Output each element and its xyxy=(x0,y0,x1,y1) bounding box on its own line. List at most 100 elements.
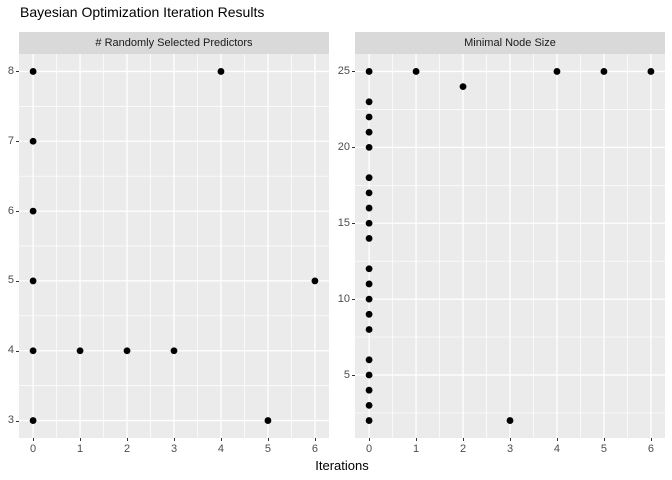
x-tick-label: 3 xyxy=(170,443,178,455)
data-point xyxy=(365,401,373,409)
data-point xyxy=(29,417,37,424)
plot-title: Bayesian Optimization Iteration Results xyxy=(20,4,265,20)
y-tick-label: 20 xyxy=(337,140,350,153)
x-tick-label: 1 xyxy=(76,443,84,455)
data-point xyxy=(506,417,514,424)
data-point xyxy=(553,68,561,75)
data-point xyxy=(365,280,373,288)
data-point xyxy=(365,295,373,303)
scatter-plot-area xyxy=(355,54,665,438)
data-point xyxy=(459,83,467,91)
data-point xyxy=(311,277,319,285)
data-point xyxy=(365,356,373,364)
data-point xyxy=(365,143,373,151)
x-axis-title: Iterations xyxy=(315,458,369,473)
data-point xyxy=(123,347,131,355)
x-tick-mark xyxy=(650,438,652,441)
data-point xyxy=(365,189,373,197)
x-axis-right-panel: 0 1 2 3 4 5 6 xyxy=(355,438,665,458)
x-tick-mark xyxy=(416,438,418,441)
data-point xyxy=(264,417,272,424)
x-tick-label: 6 xyxy=(311,443,318,455)
data-point xyxy=(365,265,373,273)
x-tick-label: 6 xyxy=(647,443,654,455)
data-point xyxy=(365,417,373,424)
x-tick-label: 0 xyxy=(366,443,373,455)
y-tick-label: 6 xyxy=(7,204,14,217)
data-point xyxy=(29,347,37,355)
data-point xyxy=(365,219,373,227)
x-tick-label: 2 xyxy=(123,443,131,455)
x-tick-mark xyxy=(220,438,222,441)
x-tick-label: 4 xyxy=(217,443,225,455)
x-tick-mark xyxy=(556,438,558,441)
data-point xyxy=(29,137,37,145)
data-point xyxy=(412,68,420,75)
y-tick-mark xyxy=(16,141,19,143)
y-tick-mark xyxy=(16,71,19,73)
data-point xyxy=(600,68,608,75)
x-tick-mark xyxy=(33,438,35,441)
data-point xyxy=(647,68,655,75)
y-tick-mark xyxy=(16,211,19,213)
y-tick-label: 4 xyxy=(7,344,14,357)
scatter-plot-area xyxy=(19,54,329,438)
data-point xyxy=(365,98,373,106)
x-tick-mark xyxy=(127,438,129,441)
data-point xyxy=(29,277,37,285)
data-point xyxy=(365,68,373,75)
x-tick-mark xyxy=(603,438,605,441)
y-tick-label: 7 xyxy=(7,134,14,147)
data-point xyxy=(217,68,225,75)
y-axis-left-panel: 3 4 5 6 7 8 xyxy=(0,54,19,438)
data-point xyxy=(365,371,373,379)
y-tick-mark xyxy=(16,350,19,352)
data-point xyxy=(76,347,84,355)
x-tick-mark xyxy=(463,438,465,441)
data-point xyxy=(365,235,373,242)
x-tick-mark xyxy=(174,438,175,441)
x-axis-left-panel: 0 1 2 3 4 5 6 xyxy=(19,438,329,458)
data-point xyxy=(170,347,178,355)
y-tick-label: 5 xyxy=(343,368,350,381)
data-point xyxy=(365,326,373,333)
x-tick-mark xyxy=(314,438,316,441)
y-tick-label: 3 xyxy=(7,414,14,427)
y-tick-mark xyxy=(352,147,355,149)
facet-strip-label: # Randomly Selected Predictors xyxy=(19,32,329,54)
data-point xyxy=(29,68,37,75)
x-tick-label: 4 xyxy=(553,443,561,455)
y-tick-mark xyxy=(352,71,355,73)
y-tick-label: 10 xyxy=(337,292,350,305)
data-point xyxy=(365,310,373,318)
x-tick-label: 5 xyxy=(264,443,271,455)
y-axis-right-panel: 5 10 15 20 25 xyxy=(336,54,355,438)
data-point xyxy=(365,386,373,394)
y-tick-mark xyxy=(352,223,355,225)
data-point xyxy=(365,204,373,212)
x-tick-mark xyxy=(80,438,82,441)
y-tick-label: 8 xyxy=(7,64,14,77)
plot-panel xyxy=(19,54,329,438)
data-point xyxy=(365,174,373,182)
x-tick-label: 3 xyxy=(506,443,514,455)
data-point xyxy=(29,207,37,215)
y-tick-mark xyxy=(16,420,19,422)
x-tick-mark xyxy=(369,438,371,441)
x-tick-label: 5 xyxy=(600,443,607,455)
data-point xyxy=(365,128,373,136)
x-tick-label: 2 xyxy=(459,443,467,455)
y-tick-label: 25 xyxy=(337,64,350,77)
facet-strip-label: Minimal Node Size xyxy=(355,32,665,54)
y-tick-label: 5 xyxy=(7,274,14,287)
x-tick-mark xyxy=(510,438,511,441)
x-tick-mark xyxy=(267,438,269,441)
plot-panel xyxy=(355,54,665,438)
data-point xyxy=(365,113,373,121)
y-tick-label: 15 xyxy=(337,216,350,229)
facet-minimal-node-size: Minimal Node Size 5 10 15 20 25 0 1 2 3 4 5 6 xyxy=(336,32,665,458)
y-tick-mark xyxy=(352,299,355,301)
x-tick-label: 0 xyxy=(30,443,37,455)
y-tick-mark xyxy=(16,280,19,282)
